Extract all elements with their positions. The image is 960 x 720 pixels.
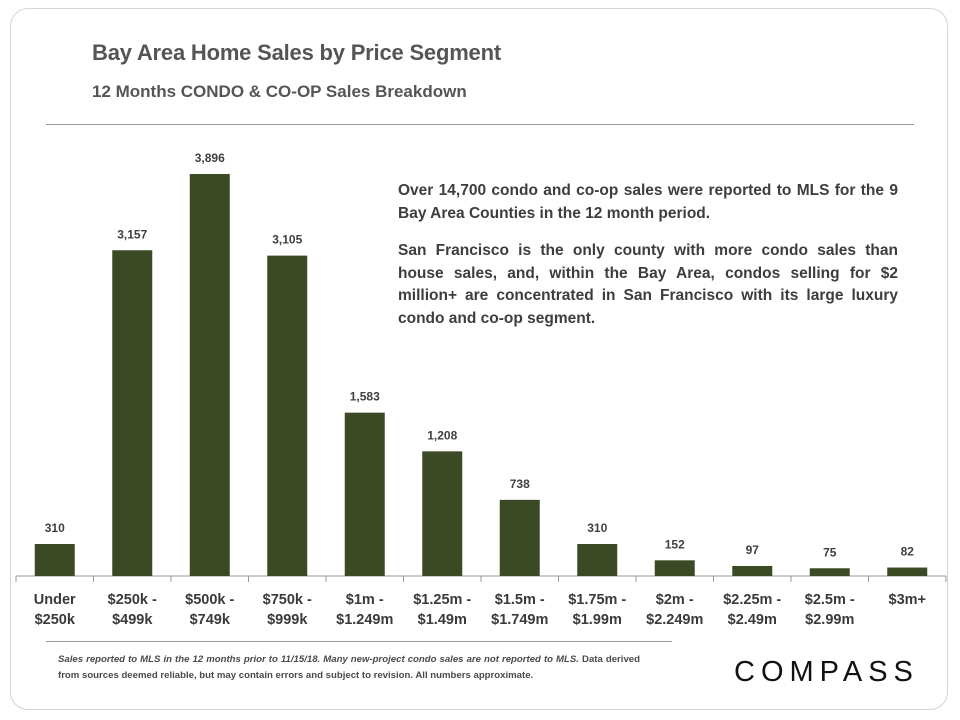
bar-value-label: 3,105 <box>272 233 302 247</box>
x-tick-label: $3m+ <box>889 592 927 608</box>
x-tick-label: $2.49m <box>728 612 777 628</box>
x-tick-label: $250k <box>35 612 76 628</box>
bar <box>887 568 927 576</box>
x-tick-label: $1.75m - <box>568 592 626 608</box>
bar <box>577 544 617 576</box>
x-tick-label: $500k - <box>185 592 234 608</box>
bar-chart: 310 Under $250k 3,157 $250k - $499k 3,896 $500k… <box>0 0 960 720</box>
footnote-divider <box>46 641 672 642</box>
x-tick-label: Under <box>34 592 76 608</box>
compass-logo: COMPASS <box>734 656 919 689</box>
x-tick-label: $1.5m - <box>495 592 545 608</box>
annotation-paragraph-2: San Francisco is the only county with mo… <box>398 240 898 330</box>
bar-value-label: 82 <box>901 545 915 559</box>
x-tick-label: $1.49m <box>418 612 467 628</box>
bar <box>345 413 385 576</box>
bar-value-label: 738 <box>510 477 530 491</box>
x-tick-label: $2.249m <box>646 612 703 628</box>
bar <box>190 174 230 576</box>
x-tick-label: $1.249m <box>336 612 393 628</box>
bar-value-label: 75 <box>823 545 837 559</box>
bar-value-label: 1,583 <box>350 390 380 404</box>
bar <box>35 544 75 576</box>
x-tick-label: $749k <box>190 612 231 628</box>
x-tick-label: $499k <box>112 612 153 628</box>
x-tick-label: $1m - <box>346 592 384 608</box>
x-tick-label: $2.25m - <box>723 592 781 608</box>
bar <box>655 560 695 576</box>
x-tick-label: $2m - <box>656 592 694 608</box>
bar-value-label: 152 <box>665 537 685 551</box>
x-tick-label: $999k <box>267 612 308 628</box>
bar <box>732 566 772 576</box>
footnote: Sales reported to MLS in the 12 months p… <box>58 652 640 684</box>
bar-value-label: 3,896 <box>195 151 225 165</box>
bar <box>422 451 462 576</box>
bar-value-label: 310 <box>45 521 65 535</box>
bar <box>112 250 152 576</box>
x-tick-label: $250k - <box>108 592 157 608</box>
x-tick-label: $1.749m <box>491 612 548 628</box>
bar <box>267 256 307 576</box>
bar <box>500 500 540 576</box>
bar-value-label: 97 <box>746 543 760 557</box>
annotation-paragraph-1: Over 14,700 condo and co-op sales were r… <box>398 180 898 225</box>
bar <box>810 568 850 576</box>
x-tick-label: $2.5m - <box>805 592 855 608</box>
x-tick-label: $750k - <box>263 592 312 608</box>
x-tick-label: $1.25m - <box>413 592 471 608</box>
annotation-box: Over 14,700 condo and co-op sales were r… <box>398 180 898 345</box>
bar-value-label: 1,208 <box>427 428 457 442</box>
bar-value-label: 3,157 <box>117 227 147 241</box>
bar-value-label: 310 <box>587 521 607 535</box>
x-tick-label: $2.99m <box>805 612 854 628</box>
x-tick-label: $1.99m <box>573 612 622 628</box>
footnote-italic: Sales reported to MLS in the 12 months p… <box>58 654 579 665</box>
